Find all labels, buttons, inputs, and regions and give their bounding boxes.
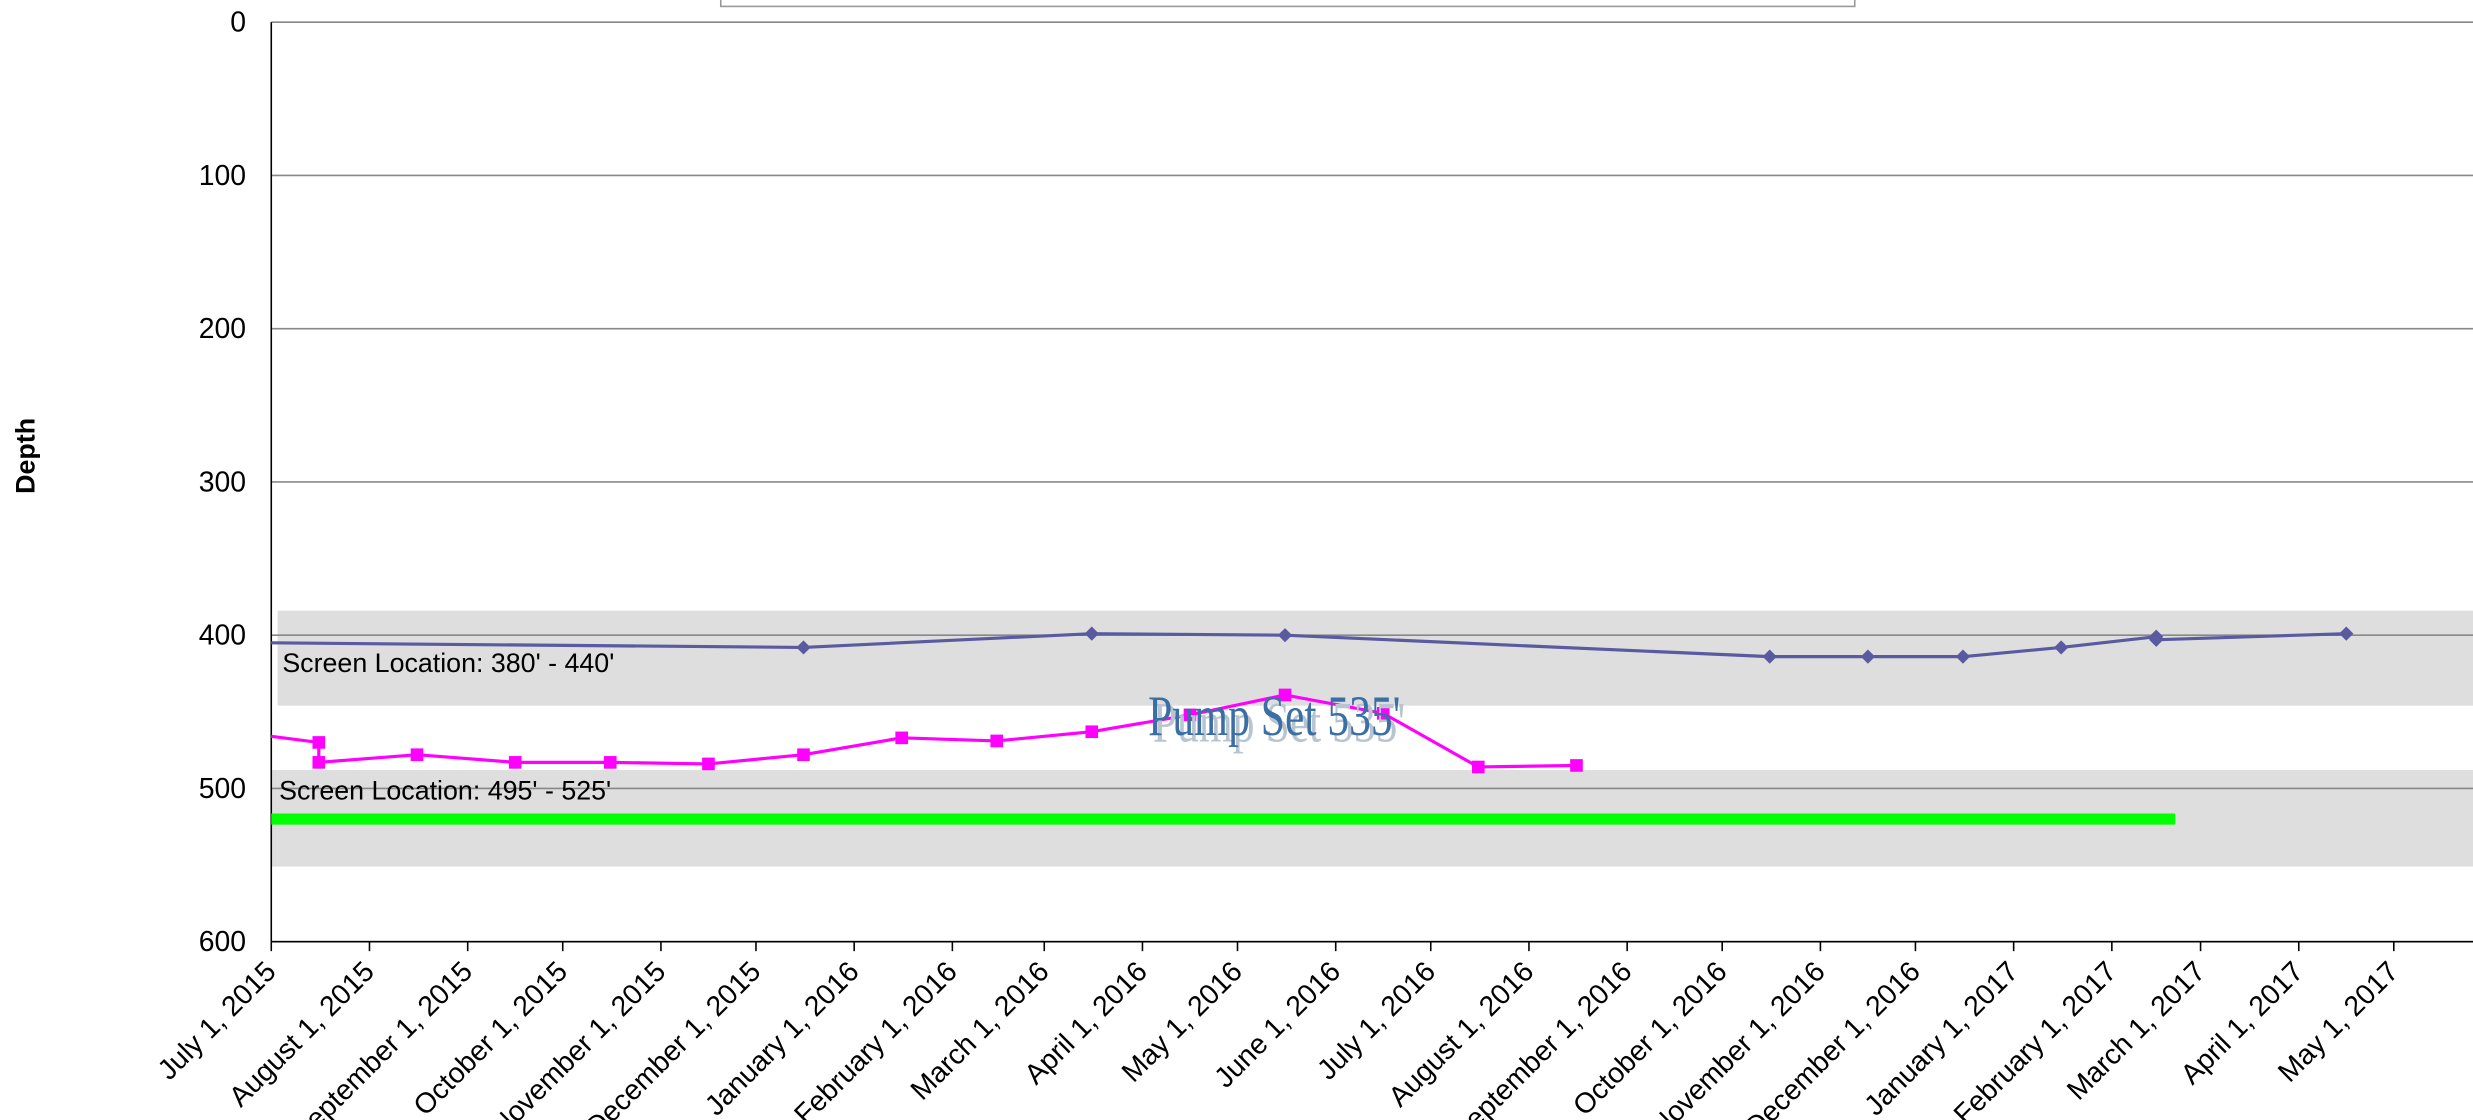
marker: [2054, 640, 2069, 655]
marker: [1570, 759, 1583, 772]
y-tick-label: 600: [199, 926, 246, 958]
marker: [1183, 708, 1197, 722]
marker: [410, 748, 424, 762]
marker: [990, 734, 1004, 748]
band-label: Screen Location: 380' - 440': [282, 648, 614, 678]
annotation: Pump Set 535': [1148, 685, 1400, 748]
marker: [1955, 649, 1971, 664]
y-tick-label: 300: [199, 466, 246, 498]
y-tick-label: 500: [199, 773, 246, 805]
legend-box: [719, 0, 1856, 8]
marker: [796, 640, 811, 655]
marker: [508, 756, 522, 769]
marker: [603, 756, 617, 769]
y-axis-label: Depth: [11, 418, 41, 494]
marker: [1860, 649, 1876, 664]
x-tick-label: February 1, 2017: [1948, 956, 2123, 1120]
series-line: [271, 693, 1577, 769]
y-tick-label: 200: [199, 313, 246, 345]
y-tick-label: 0: [230, 7, 246, 39]
marker: [895, 731, 909, 745]
marker: [1085, 725, 1099, 739]
marker: [1278, 688, 1292, 702]
marker: [797, 748, 810, 762]
marker: [1762, 649, 1777, 664]
marker: [1084, 626, 1099, 641]
marker: [2339, 626, 2354, 641]
annotation-shadow: Pump Set 535': [1153, 691, 1405, 754]
marker: [702, 757, 715, 771]
screen-band: [277, 610, 2473, 706]
y-tick-label: 400: [199, 620, 246, 652]
marker: [1376, 707, 1390, 720]
marker: [312, 756, 326, 769]
band-label: Screen Location: 495' - 525': [279, 776, 611, 806]
y-tick-label: 100: [199, 160, 246, 192]
marker: [1471, 760, 1485, 774]
marker: [1277, 628, 1293, 643]
marker: [312, 736, 326, 749]
